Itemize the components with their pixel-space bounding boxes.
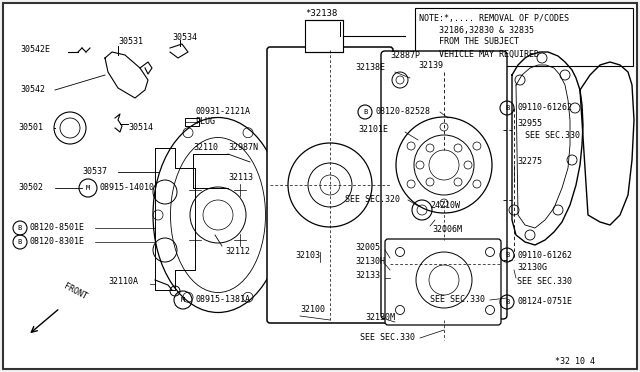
Text: FRONT: FRONT	[62, 282, 88, 302]
Text: B: B	[505, 299, 509, 305]
Text: 32139: 32139	[418, 61, 443, 70]
Text: 32133: 32133	[355, 272, 380, 280]
Text: 30514: 30514	[128, 124, 153, 132]
Text: 32110: 32110	[193, 144, 218, 153]
Text: 32887P: 32887P	[390, 51, 420, 60]
Text: 32110A: 32110A	[108, 278, 138, 286]
Text: 08120-8501E: 08120-8501E	[30, 224, 85, 232]
Text: 30501: 30501	[18, 124, 43, 132]
Text: 32987N: 32987N	[228, 144, 258, 153]
Text: SEE SEC.320: SEE SEC.320	[345, 196, 400, 205]
Text: 08120-82528: 08120-82528	[375, 108, 430, 116]
Bar	[305, 20, 343, 52]
Text: SEE SEC.330: SEE SEC.330	[430, 295, 485, 305]
Bar	[185, 118, 199, 126]
Text: 32275: 32275	[517, 157, 542, 167]
Text: 32130G: 32130G	[517, 263, 547, 273]
Text: 32138E: 32138E	[355, 64, 385, 73]
FancyBboxPatch shape	[381, 51, 507, 319]
Text: B: B	[18, 239, 22, 245]
Text: 32113: 32113	[228, 173, 253, 183]
Text: 32101E: 32101E	[358, 125, 388, 135]
Text: 30542: 30542	[20, 86, 45, 94]
Text: 32006M: 32006M	[432, 225, 462, 234]
Text: 08124-0751E: 08124-0751E	[517, 298, 572, 307]
Text: 32112: 32112	[225, 247, 250, 257]
FancyBboxPatch shape	[267, 47, 393, 323]
Text: 32100: 32100	[300, 305, 325, 314]
Text: 30537: 30537	[82, 167, 107, 176]
Text: *32138: *32138	[305, 10, 337, 19]
Text: B: B	[505, 105, 509, 111]
Text: 32130M: 32130M	[365, 314, 395, 323]
Text: 09110-61262: 09110-61262	[517, 250, 572, 260]
Text: 32130H: 32130H	[355, 257, 385, 266]
Text: 09110-61262: 09110-61262	[517, 103, 572, 112]
Text: SEE SEC.330: SEE SEC.330	[525, 131, 580, 141]
Text: PLUG: PLUG	[195, 118, 215, 126]
Text: 32186,32830 & 32835: 32186,32830 & 32835	[419, 26, 534, 35]
Text: B: B	[18, 225, 22, 231]
Text: 08120-8301E: 08120-8301E	[30, 237, 85, 247]
Text: *32 10 4: *32 10 4	[555, 357, 595, 366]
Text: M: M	[181, 297, 185, 303]
Text: M: M	[86, 185, 90, 191]
Text: VEHICLE MAY REQUIRED: VEHICLE MAY REQUIRED	[419, 49, 539, 58]
Text: FROM THE SUBJECT: FROM THE SUBJECT	[419, 38, 519, 46]
FancyBboxPatch shape	[385, 239, 501, 325]
Text: 30531: 30531	[118, 38, 143, 46]
Text: NOTE:*,.... REMOVAL OF P/CODES: NOTE:*,.... REMOVAL OF P/CODES	[419, 13, 569, 22]
Bar	[415, 8, 633, 66]
Text: 30542E: 30542E	[20, 45, 50, 55]
Text: 32005: 32005	[355, 244, 380, 253]
Text: 00931-2121A: 00931-2121A	[195, 108, 250, 116]
Text: 30502: 30502	[18, 183, 43, 192]
Text: B: B	[363, 109, 367, 115]
Text: 08915-1381A: 08915-1381A	[195, 295, 250, 305]
Text: 24210W: 24210W	[430, 201, 460, 209]
Text: 30534: 30534	[172, 33, 197, 42]
Text: 32103: 32103	[295, 250, 320, 260]
Text: 08915-14010: 08915-14010	[100, 183, 155, 192]
Text: B: B	[505, 252, 509, 258]
Text: 32955: 32955	[517, 119, 542, 128]
Text: SEE SEC.330: SEE SEC.330	[360, 334, 415, 343]
Text: SEE SEC.330: SEE SEC.330	[517, 278, 572, 286]
